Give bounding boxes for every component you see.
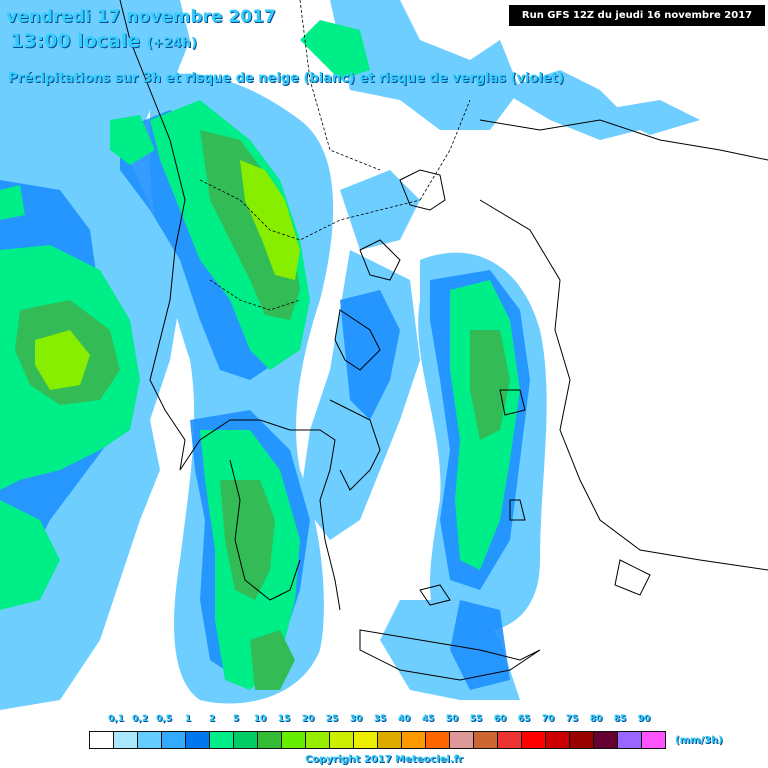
legend-swatch xyxy=(569,731,594,749)
legend-label: 60 xyxy=(493,714,507,724)
precip-lime-areas xyxy=(35,160,300,390)
legend-label: 5 xyxy=(232,714,240,724)
legend-swatch xyxy=(593,731,618,749)
forecast-time: 13:00 locale (+24h) xyxy=(10,30,197,52)
legend-swatch xyxy=(305,731,330,749)
legend-label: 1 xyxy=(184,714,192,724)
legend-label: 15 xyxy=(277,714,291,724)
legend-swatch xyxy=(281,731,306,749)
legend-label: 90 xyxy=(637,714,651,724)
legend-label: 0,2 xyxy=(132,714,148,724)
legend-swatch xyxy=(401,731,426,749)
legend-label: 85 xyxy=(613,714,627,724)
legend-label: 45 xyxy=(421,714,435,724)
legend-swatch xyxy=(329,731,354,749)
legend-swatch xyxy=(209,731,234,749)
legend-label: 70 xyxy=(541,714,555,724)
legend-label: 55 xyxy=(469,714,483,724)
legend-label: 35 xyxy=(373,714,387,724)
legend-swatch xyxy=(257,731,282,749)
legend-swatch xyxy=(185,731,210,749)
legend-label: 30 xyxy=(349,714,363,724)
legend-label: 2 xyxy=(208,714,216,724)
legend-swatch xyxy=(425,731,450,749)
legend-unit: (mm/3h) xyxy=(675,735,723,746)
legend-label: 75 xyxy=(565,714,579,724)
map-subtitle: Précipitations sur 3h et risque de neige… xyxy=(8,71,564,86)
coastlines xyxy=(119,0,768,681)
legend-swatch xyxy=(89,731,114,749)
legend-label: 0,5 xyxy=(156,714,172,724)
legend-swatch xyxy=(617,731,642,749)
legend-swatch xyxy=(521,731,546,749)
copyright: Copyright 2017 Meteociel.fr xyxy=(305,754,463,765)
precip-legend: 0,1 0,2 0,5 1 2 5 10 15 20 25 30 35 40 45 50 55 60 65 70 75… xyxy=(0,710,768,768)
legend-swatches xyxy=(89,731,666,749)
legend-swatch xyxy=(113,731,138,749)
legend-label: 20 xyxy=(301,714,315,724)
legend-swatch xyxy=(137,731,162,749)
forecast-time-text: 13:00 locale xyxy=(10,30,141,52)
legend-swatch xyxy=(233,731,258,749)
legend-swatch xyxy=(497,731,522,749)
legend-label: 50 xyxy=(445,714,459,724)
legend-swatch xyxy=(377,731,402,749)
legend-label: 0,1 xyxy=(108,714,124,724)
forecast-date: vendredi 17 novembre 2017 xyxy=(6,7,276,27)
legend-swatch xyxy=(161,731,186,749)
run-label: Run GFS 12Z du jeudi 16 novembre 2017 xyxy=(509,5,765,26)
legend-swatch xyxy=(353,731,378,749)
forecast-lead: (+24h) xyxy=(146,36,197,51)
legend-label: 10 xyxy=(253,714,267,724)
legend-swatch xyxy=(473,731,498,749)
borders xyxy=(199,0,471,311)
legend-swatch xyxy=(449,731,474,749)
legend-label: 25 xyxy=(325,714,339,724)
legend-swatch xyxy=(641,731,666,749)
legend-swatch xyxy=(545,731,570,749)
legend-label: 80 xyxy=(589,714,603,724)
legend-label: 65 xyxy=(517,714,531,724)
legend-label: 40 xyxy=(397,714,411,724)
legend-labels: 0,1 0,2 0,5 1 2 5 10 15 20 25 30 35 40 45 50 55 60 65 70 75… xyxy=(90,714,690,728)
